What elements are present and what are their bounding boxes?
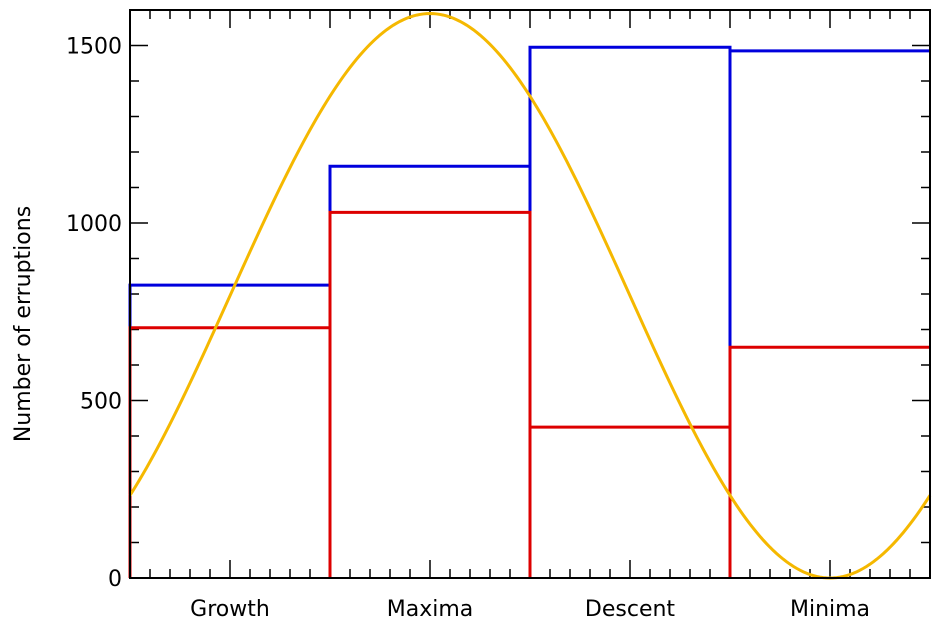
overlay-layer — [128, 12, 932, 580]
x-category-label: Growth — [190, 597, 270, 622]
y-tick-label: 1500 — [66, 35, 122, 60]
x-category-label: Descent — [585, 597, 676, 622]
series-layer — [128, 45, 930, 578]
y-tick-label: 1000 — [66, 212, 122, 237]
series-1-steps — [128, 210, 930, 578]
y-tick-labels: 0 500 1000 1500 — [66, 35, 122, 593]
y-axis-title: Number of erruptions — [11, 206, 36, 442]
y-tick-label: 500 — [80, 390, 122, 415]
y-tick-label: 0 — [108, 567, 122, 592]
plot-frame — [129, 9, 931, 579]
x-category-label: Maxima — [387, 597, 474, 622]
sine-curve — [128, 12, 932, 580]
x-category-label: Minima — [790, 597, 870, 622]
x-category-labels: Growth Maxima Descent Minima — [190, 597, 870, 622]
